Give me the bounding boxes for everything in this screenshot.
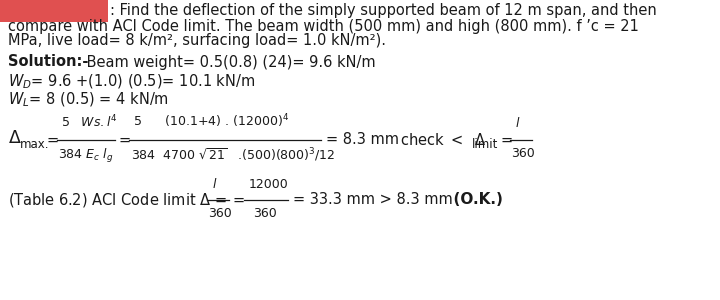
Text: check $<$  $\Delta$: check $<$ $\Delta$ bbox=[400, 132, 487, 148]
Text: max.: max. bbox=[20, 137, 50, 151]
Text: $W_D$= 9.6 +(1.0) (0.5)= 10.1 kN/m: $W_D$= 9.6 +(1.0) (0.5)= 10.1 kN/m bbox=[8, 73, 256, 91]
Text: 360: 360 bbox=[511, 147, 535, 160]
Text: 5      (10.1+4) . (12000)$^4$: 5 (10.1+4) . (12000)$^4$ bbox=[133, 112, 289, 130]
Text: $\Delta$: $\Delta$ bbox=[8, 129, 22, 147]
FancyBboxPatch shape bbox=[0, 0, 108, 22]
Text: Beam weight= 0.5(0.8) (24)= 9.6 kN/m: Beam weight= 0.5(0.8) (24)= 9.6 kN/m bbox=[82, 55, 376, 70]
Text: $\mathit{l}$: $\mathit{l}$ bbox=[212, 177, 217, 191]
Text: Solution:-: Solution:- bbox=[8, 55, 89, 70]
Text: = 8.3 mm: = 8.3 mm bbox=[326, 133, 399, 148]
Text: 360: 360 bbox=[208, 207, 232, 220]
Text: 360: 360 bbox=[253, 207, 276, 220]
Text: =: = bbox=[47, 133, 59, 148]
Text: =: = bbox=[119, 133, 131, 148]
Text: (O.K.): (O.K.) bbox=[443, 193, 503, 208]
Text: MPa, live load= 8 k/m², surfacing load= 1.0 kN/m²).: MPa, live load= 8 k/m², surfacing load= … bbox=[8, 34, 386, 49]
Text: =: = bbox=[233, 193, 245, 208]
Text: (Table 6.2) ACI Code limit $\Delta$ =: (Table 6.2) ACI Code limit $\Delta$ = bbox=[8, 191, 227, 209]
Text: =: = bbox=[500, 133, 512, 148]
Text: $W_L$= 8 (0.5) = 4 kN/m: $W_L$= 8 (0.5) = 4 kN/m bbox=[8, 91, 169, 109]
Text: 384  4700 $\sqrt{21}$   .(500)(800)$^3$/12: 384 4700 $\sqrt{21}$ .(500)(800)$^3$/12 bbox=[131, 147, 336, 164]
Text: compare with ACI Code limit. The beam width (500 mm) and high (800 mm). f ’c = 2: compare with ACI Code limit. The beam wi… bbox=[8, 19, 639, 34]
Text: : Find the deflection of the simply supported beam of 12 m span, and then: : Find the deflection of the simply supp… bbox=[110, 4, 657, 19]
Text: = 33.3 mm > 8.3 mm: = 33.3 mm > 8.3 mm bbox=[293, 193, 453, 208]
Text: 12000: 12000 bbox=[249, 178, 289, 191]
Text: limit: limit bbox=[472, 137, 498, 151]
Text: $\mathit{l}$: $\mathit{l}$ bbox=[515, 116, 521, 130]
Text: 384 $\mathit{E_c}$ $\mathit{l_g}$: 384 $\mathit{E_c}$ $\mathit{l_g}$ bbox=[58, 147, 114, 165]
Text: 5   $\mathit{Ws.l}^4$: 5 $\mathit{Ws.l}^4$ bbox=[61, 113, 117, 130]
